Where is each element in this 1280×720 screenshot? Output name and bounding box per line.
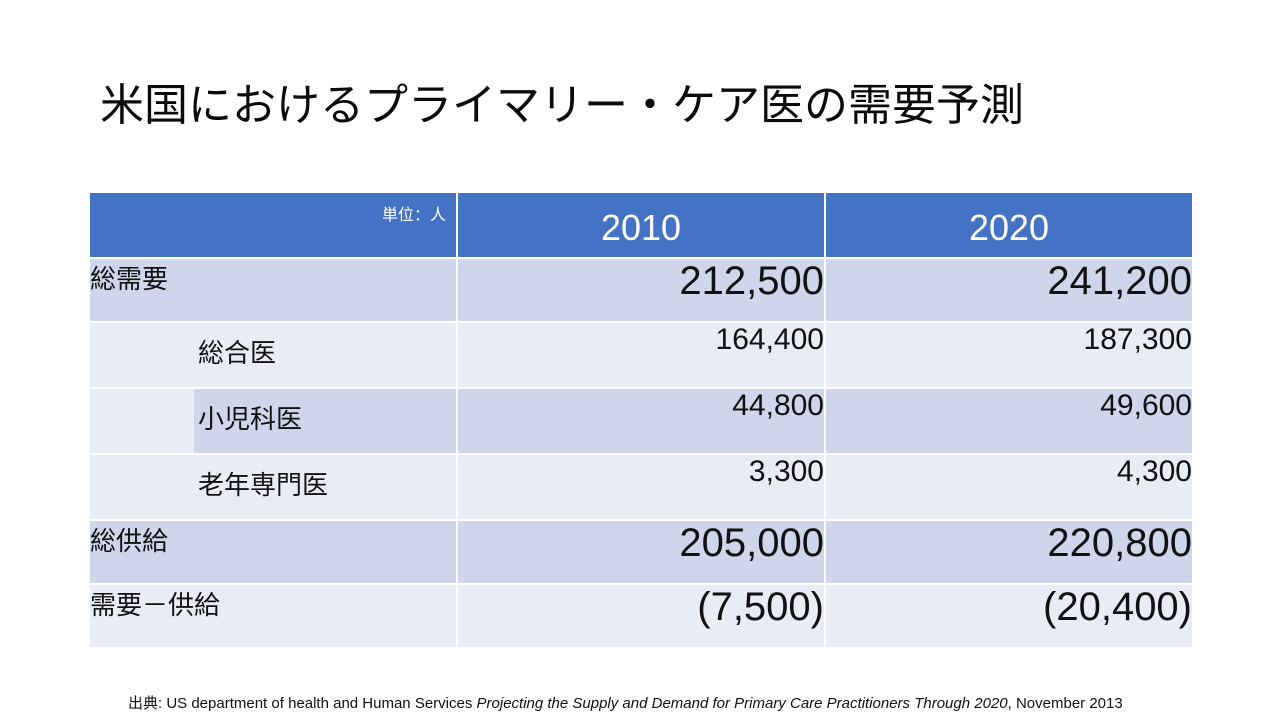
slide-title: 米国におけるプライマリー・ケア医の需要予測 xyxy=(100,80,1024,131)
cell-pediatric-2010: 44,800 xyxy=(456,387,826,455)
row-label-cell: 老年専門医 xyxy=(88,453,458,521)
table-header-row: 単位：人 2010 2020 xyxy=(88,191,1194,259)
cell-total-supply-2010: 205,000 xyxy=(456,519,826,585)
table-row: 総供給 205,000 220,800 xyxy=(88,519,1194,585)
source-suffix: , November 2013 xyxy=(1007,695,1123,712)
row-label-total-demand: 総需要 xyxy=(88,257,458,323)
indent-filler xyxy=(90,389,194,453)
table-row: 小児科医 44,800 49,600 xyxy=(88,387,1194,455)
cell-total-demand-2010: 212,500 xyxy=(456,257,826,323)
cell-gap-2010: (7,500) xyxy=(456,583,826,649)
table-row: 総合医 164,400 187,300 xyxy=(88,321,1194,389)
row-label-cell: 総合医 xyxy=(88,321,458,389)
source-prefix: 出典: US department of health and Human Se… xyxy=(128,695,477,712)
cell-general-2010: 164,400 xyxy=(456,321,826,389)
row-label-general-practitioner: 総合医 xyxy=(198,339,277,369)
cell-geriatric-2010: 3,300 xyxy=(456,453,826,521)
table-row: 総需要 212,500 241,200 xyxy=(88,257,1194,323)
row-label-geriatrician: 老年専門医 xyxy=(198,471,329,501)
demand-forecast-table: 単位：人 2010 2020 総需要 212,500 241,200 総合医 1… xyxy=(88,191,1194,649)
row-label-gap: 需要－供給 xyxy=(88,583,458,649)
row-label-total-supply: 総供給 xyxy=(88,519,458,585)
year-header-2010: 2010 xyxy=(456,191,826,259)
cell-total-demand-2020: 241,200 xyxy=(824,257,1194,323)
year-header-2020: 2020 xyxy=(824,191,1194,259)
cell-gap-2020: (20,400) xyxy=(824,583,1194,649)
source-title: Projecting the Supply and Demand for Pri… xyxy=(476,695,1008,712)
table-row: 老年専門医 3,300 4,300 xyxy=(88,453,1194,521)
source-citation: 出典: US department of health and Human Se… xyxy=(128,692,1123,713)
unit-label: 単位：人 xyxy=(88,191,458,259)
cell-pediatric-2020: 49,600 xyxy=(824,387,1194,455)
cell-geriatric-2020: 4,300 xyxy=(824,453,1194,521)
row-label-pediatrician: 小児科医 xyxy=(198,405,303,435)
cell-general-2020: 187,300 xyxy=(824,321,1194,389)
table-row: 需要－供給 (7,500) (20,400) xyxy=(88,583,1194,649)
row-label-cell: 小児科医 xyxy=(88,387,458,455)
cell-total-supply-2020: 220,800 xyxy=(824,519,1194,585)
